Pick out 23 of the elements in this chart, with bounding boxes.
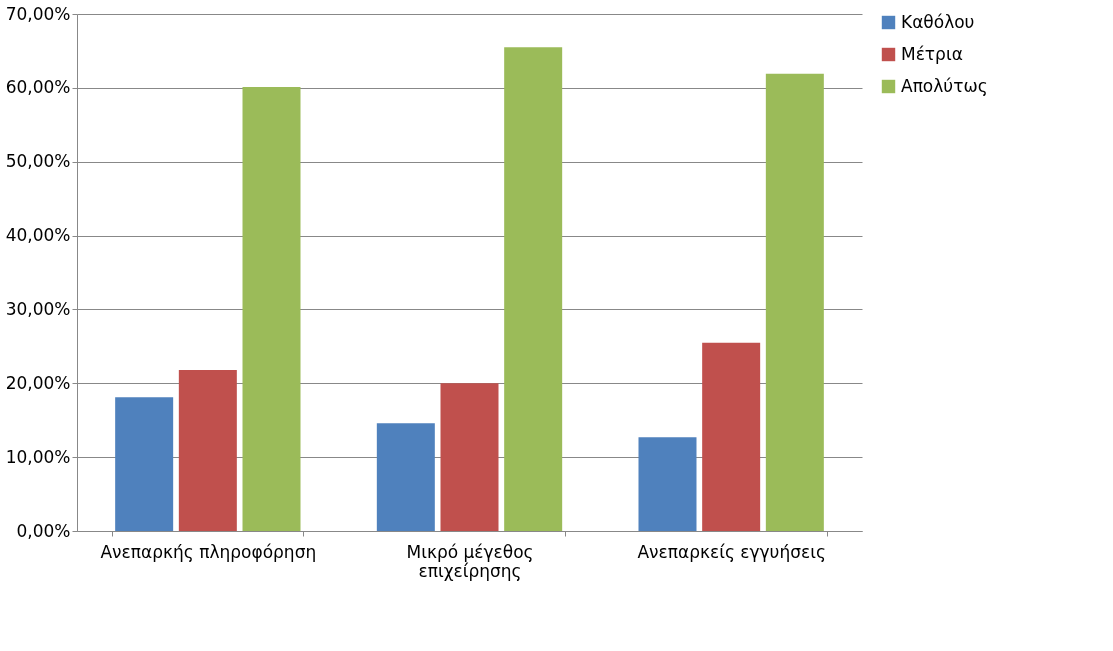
- x-tick-label: Μικρό μέγεθος επιχείρησης: [406, 541, 534, 581]
- bar: [376, 423, 435, 531]
- legend-label: Απολύτως: [901, 75, 988, 96]
- bar: [115, 397, 174, 531]
- y-tick-label: 0,00%: [16, 520, 71, 541]
- bar: [702, 342, 761, 531]
- bar: [638, 437, 697, 531]
- legend-label: Καθόλου: [901, 11, 975, 32]
- bar: [440, 383, 499, 531]
- x-tick-label: Ανεπαρκής πληροφόρηση: [100, 541, 317, 562]
- y-tick-label: 40,00%: [5, 225, 71, 246]
- y-tick-label: 70,00%: [5, 3, 71, 24]
- y-tick-label: 50,00%: [5, 151, 71, 172]
- bar: [242, 87, 301, 531]
- bar: [178, 369, 237, 531]
- y-tick-label: 20,00%: [5, 372, 71, 393]
- legend-label: Μέτρια: [901, 43, 963, 64]
- bar: [504, 47, 563, 531]
- y-tick-label: 60,00%: [5, 77, 71, 98]
- y-tick-label: 10,00%: [5, 446, 71, 467]
- bar: [765, 73, 824, 531]
- x-tick-label: Ανεπαρκείς εγγυήσεις: [637, 541, 826, 562]
- y-tick-label: 30,00%: [5, 298, 71, 319]
